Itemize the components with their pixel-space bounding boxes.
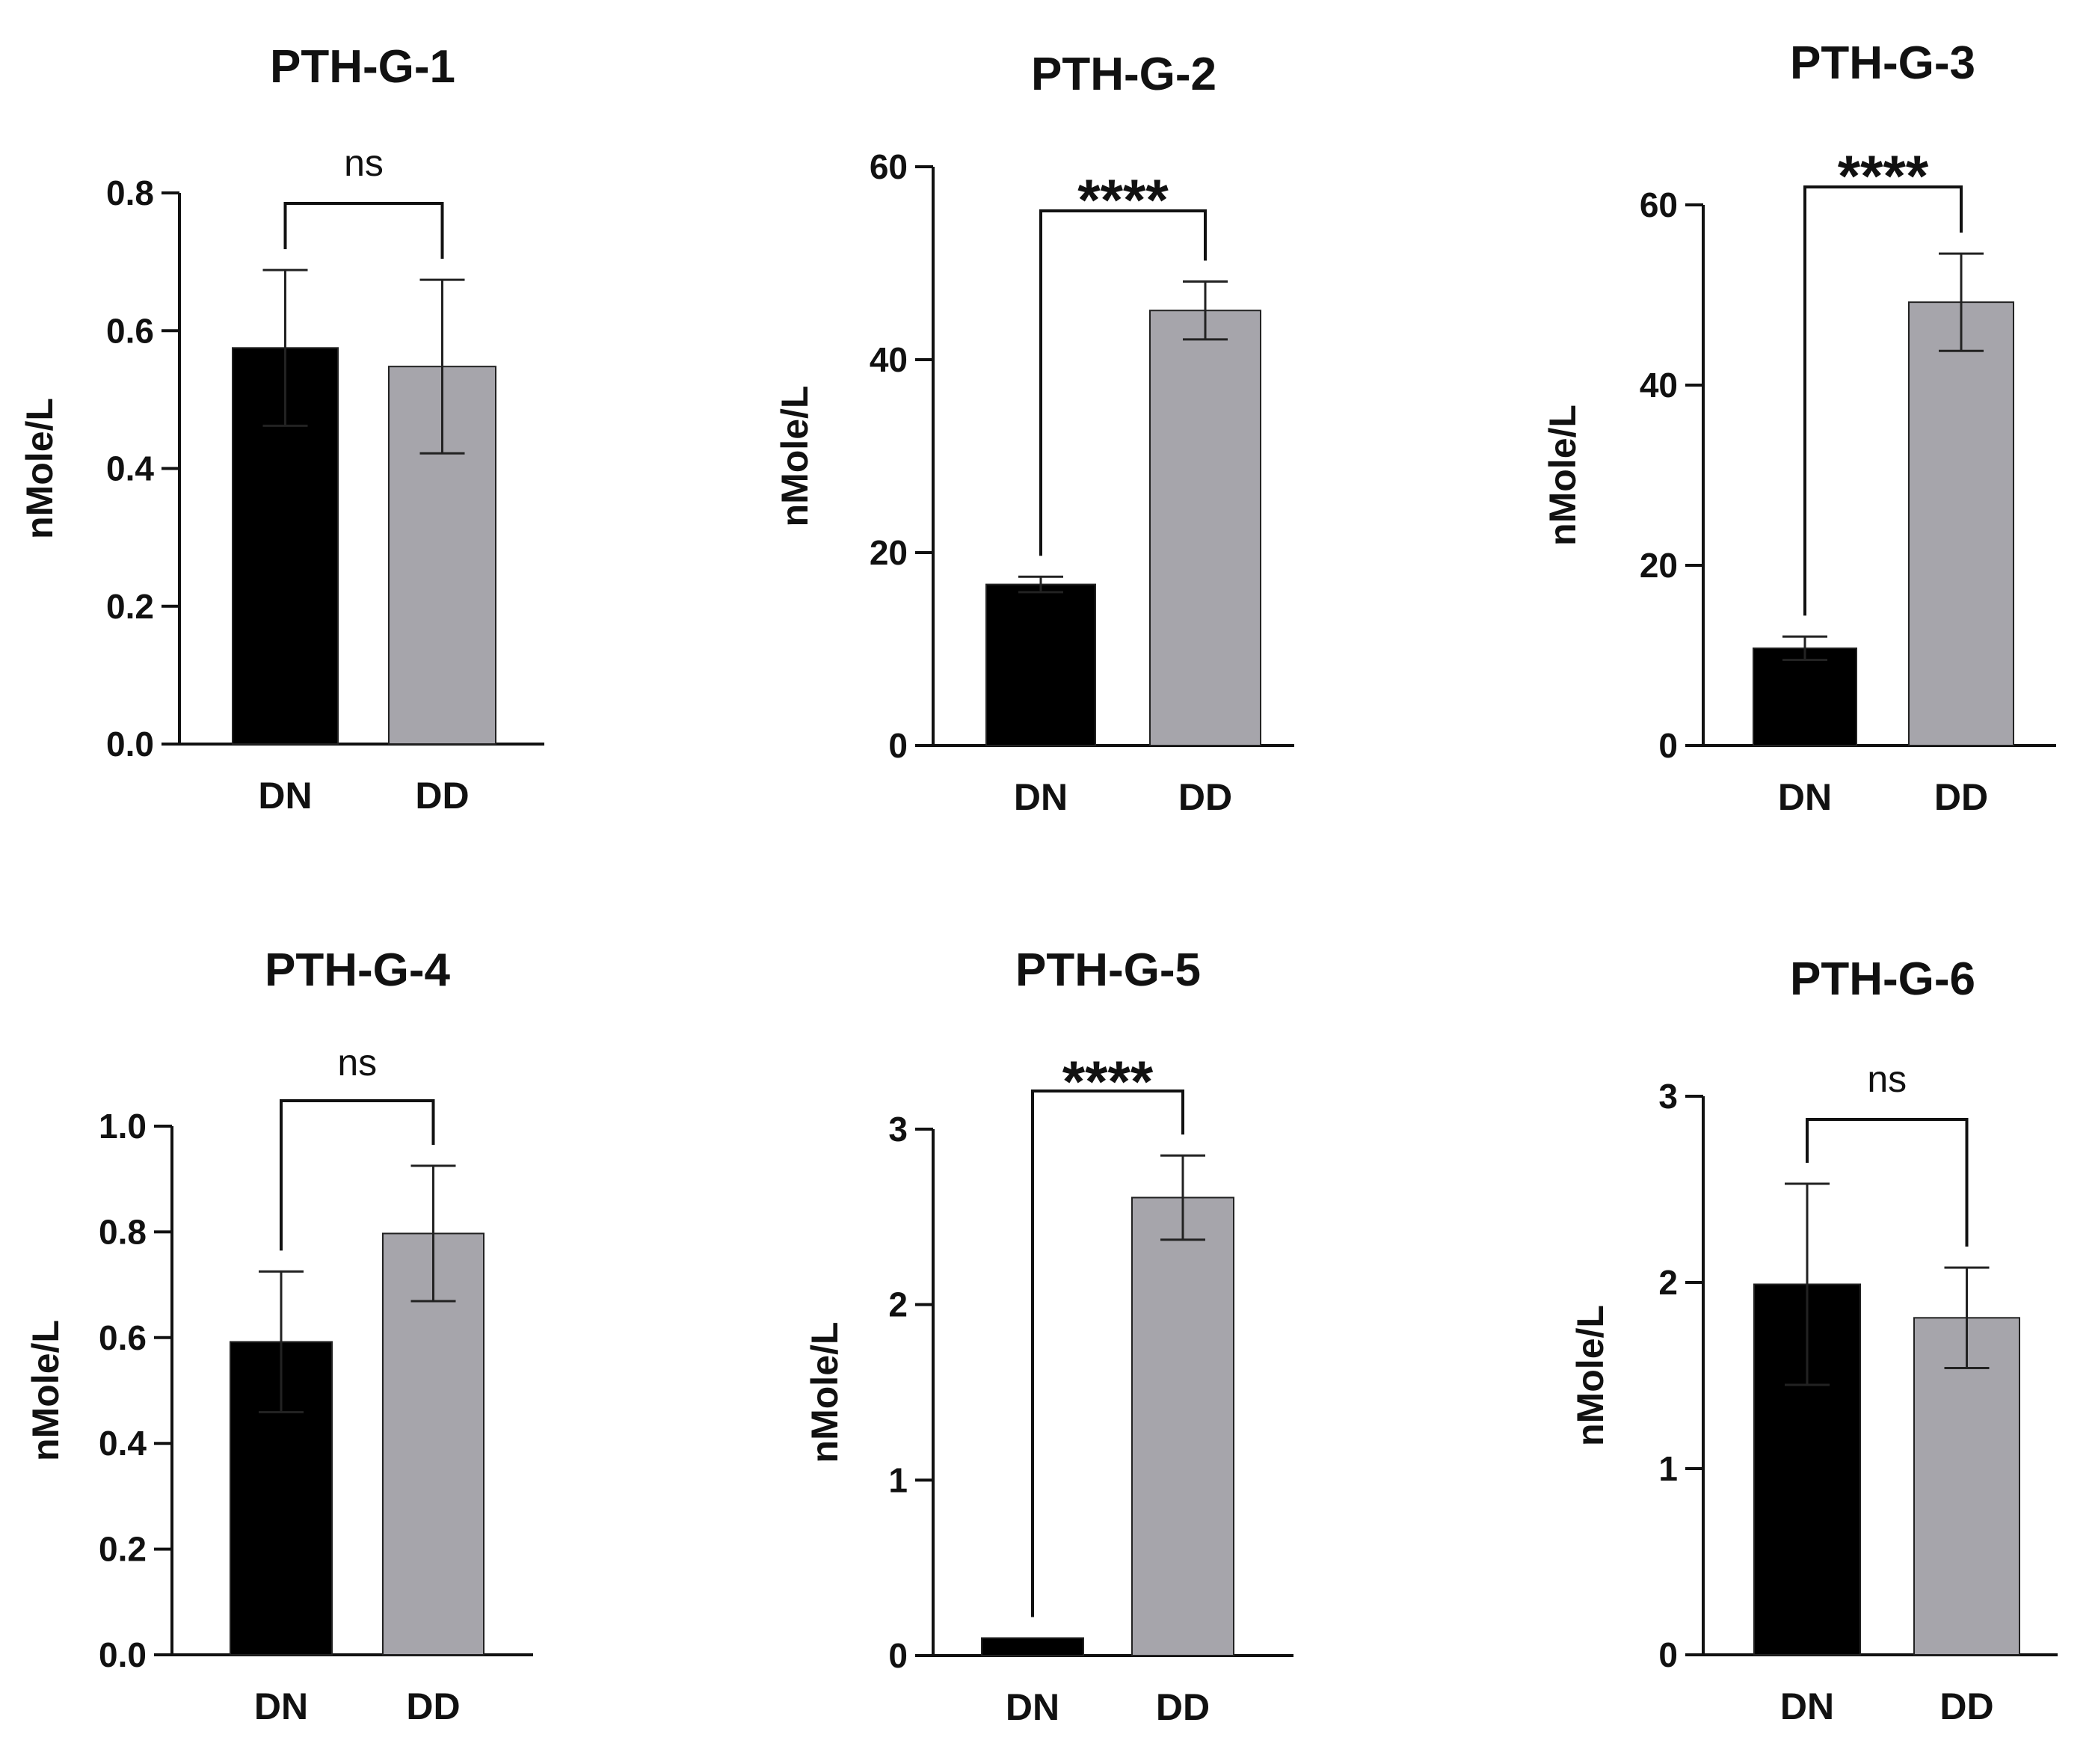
significance-label: **** (1077, 167, 1169, 233)
x-tick-label-dd: DD (1156, 1686, 1210, 1728)
significance-label: ns (337, 1042, 377, 1084)
significance-label: **** (1838, 143, 1929, 209)
y-tick-label: 0 (888, 726, 908, 765)
significance-bracket (1039, 209, 1207, 556)
y-tick-label: 1.0 (99, 1107, 147, 1146)
significance-label: ns (1867, 1058, 1907, 1100)
y-tick-label: 1 (1658, 1449, 1678, 1488)
chart-title: PTH-G-5 (1015, 944, 1201, 996)
y-axis-title: nMole/L (804, 1322, 846, 1463)
y-tick-label: 2 (888, 1285, 908, 1324)
y-tick-label: 3 (888, 1110, 908, 1149)
y-axis-title: nMole/L (1569, 1305, 1611, 1446)
y-tick-label: 0.0 (106, 725, 154, 763)
y-tick-label: 0.8 (99, 1212, 147, 1251)
significance-bracket (1803, 185, 1963, 616)
x-tick-label-dd: DD (1939, 1685, 1993, 1727)
chart-panel-2: PTH-G-2 nMole/L 0 20 40 60 DN DD **** (774, 49, 1294, 818)
significance-bracket (1806, 1118, 1969, 1247)
x-tick-label-dn: DN (1780, 1685, 1834, 1727)
y-axis-title: nMole/L (25, 1320, 67, 1461)
x-tick-label-dn: DN (254, 1685, 308, 1727)
chart-title: PTH-G-4 (265, 944, 451, 996)
bar-dd (1908, 301, 2014, 746)
y-tick-label: 0 (1658, 726, 1678, 765)
y-tick-label: 0.6 (99, 1318, 147, 1357)
y-tick-label: 0 (1658, 1635, 1678, 1674)
y-tick-label: 1 (888, 1460, 908, 1499)
chart-title: PTH-G-1 (270, 41, 455, 93)
y-axis-title: nMole/L (774, 386, 816, 527)
x-tick-label-dn: DN (1014, 776, 1068, 818)
bar-dn (985, 583, 1096, 746)
y-tick-label: 60 (1640, 185, 1678, 224)
y-tick-label: 40 (1640, 366, 1678, 405)
significance-bracket (283, 202, 444, 259)
chart-panel-1: PTH-G-1 nMole/L 0.0 0.2 0.4 0.6 0.8 DN DD ns (19, 41, 544, 817)
significance-label: ns (344, 142, 384, 184)
significance-bracket (1031, 1090, 1184, 1617)
x-tick-label-dd: DD (406, 1685, 460, 1727)
bar-dd (1913, 1317, 2020, 1656)
x-tick-label-dn: DN (258, 775, 312, 817)
bar-dn (1753, 647, 1857, 746)
chart-title: PTH-G-6 (1790, 953, 1975, 1005)
y-tick-label: 0.2 (106, 587, 154, 626)
chart-panel-6: PTH-G-6 nMole/L 0 1 2 3 DN DD ns (1569, 953, 2058, 1727)
x-tick-label-dd: DD (1934, 776, 1988, 818)
bar-dd (382, 1232, 484, 1656)
x-tick-label-dd: DD (415, 775, 469, 817)
y-tick-label: 3 (1658, 1077, 1678, 1116)
chart-title: PTH-G-2 (1031, 49, 1216, 100)
y-tick-label: 2 (1658, 1263, 1678, 1302)
x-tick-label-dn: DN (1778, 776, 1832, 818)
y-tick-label: 0.8 (106, 173, 154, 212)
y-tick-label: 20 (870, 533, 908, 572)
chart-panel-3: PTH-G-3 nMole/L 0 20 40 60 DN DD **** (1542, 37, 2056, 818)
y-tick-label: 0.4 (106, 449, 154, 488)
x-tick-label-dd: DD (1178, 776, 1232, 818)
y-tick-label: 60 (870, 147, 908, 186)
y-tick-label: 0.6 (106, 311, 154, 350)
y-tick-label: 0.4 (99, 1424, 147, 1463)
y-tick-label: 0 (888, 1636, 908, 1675)
bar-dn (981, 1637, 1084, 1657)
chart-panel-5: PTH-G-5 nMole/L 0 1 2 3 DN DD **** (804, 944, 1293, 1728)
y-axis-title: nMole/L (19, 398, 61, 539)
chart-title: PTH-G-3 (1790, 37, 1975, 89)
chart-panel-4: PTH-G-4 nMole/L 0.0 0.2 0.4 0.6 0.8 1.0 DN DD ns (25, 944, 533, 1727)
significance-label: **** (1062, 1048, 1154, 1114)
y-tick-label: 0.2 (99, 1530, 147, 1569)
y-tick-label: 40 (870, 340, 908, 379)
y-axis-title: nMole/L (1542, 405, 1584, 546)
x-tick-label-dn: DN (1006, 1686, 1059, 1728)
bar-dd (1149, 310, 1261, 746)
y-tick-label: 20 (1640, 546, 1678, 585)
bar-dd (1131, 1196, 1234, 1656)
significance-bracket (280, 1099, 435, 1251)
y-tick-label: 0.0 (99, 1635, 147, 1674)
